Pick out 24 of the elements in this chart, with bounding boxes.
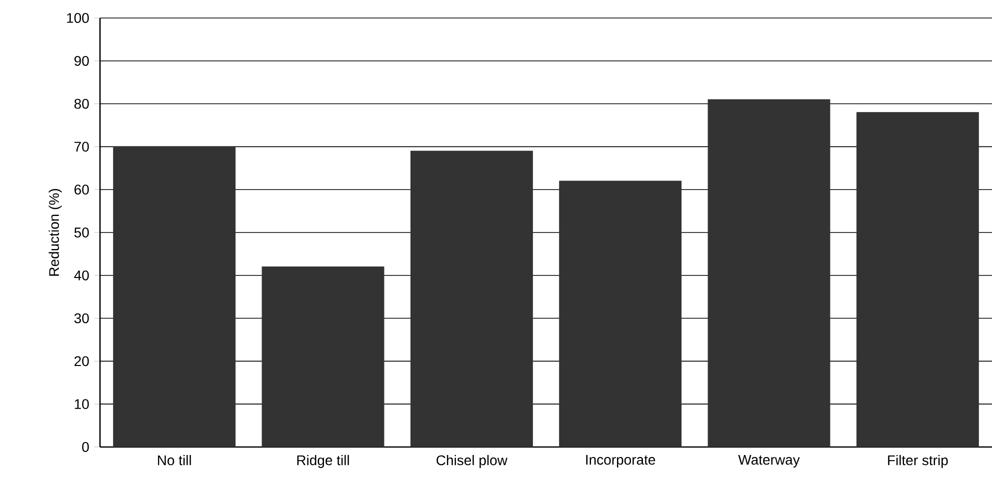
bar [113, 146, 236, 447]
bar [559, 180, 682, 447]
x-tick-label: No till [158, 454, 191, 466]
y-tick-label: 40 [74, 270, 89, 280]
bar [410, 150, 533, 447]
x-tick-label: Filter strip [888, 454, 948, 468]
y-tick-label: 80 [74, 98, 89, 109]
y-axis-title: Reduction (%) [48, 189, 62, 276]
bar [262, 266, 384, 447]
y-tick-label: 20 [74, 356, 89, 366]
y-tick-label: 30 [74, 313, 89, 324]
y-tick-label: 70 [74, 142, 89, 152]
x-tick-label: Chisel plow [436, 454, 508, 468]
y-tick-label: 10 [74, 399, 89, 410]
x-tick-label: Waterway [738, 454, 800, 468]
bar [856, 112, 979, 447]
bar [708, 99, 830, 447]
y-tick-label: 90 [74, 56, 89, 66]
y-tick-label: 50 [74, 228, 89, 238]
x-tick-label: Ridge till [297, 454, 349, 468]
y-tick-label: 0 [82, 442, 89, 452]
y-tick-label: 60 [74, 184, 89, 195]
x-tick-label: Incorporate [586, 454, 656, 468]
y-tick-label: 100 [67, 13, 89, 23]
